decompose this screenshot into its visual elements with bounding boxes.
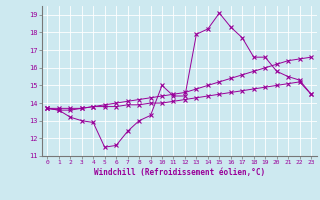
X-axis label: Windchill (Refroidissement éolien,°C): Windchill (Refroidissement éolien,°C) [94, 168, 265, 177]
